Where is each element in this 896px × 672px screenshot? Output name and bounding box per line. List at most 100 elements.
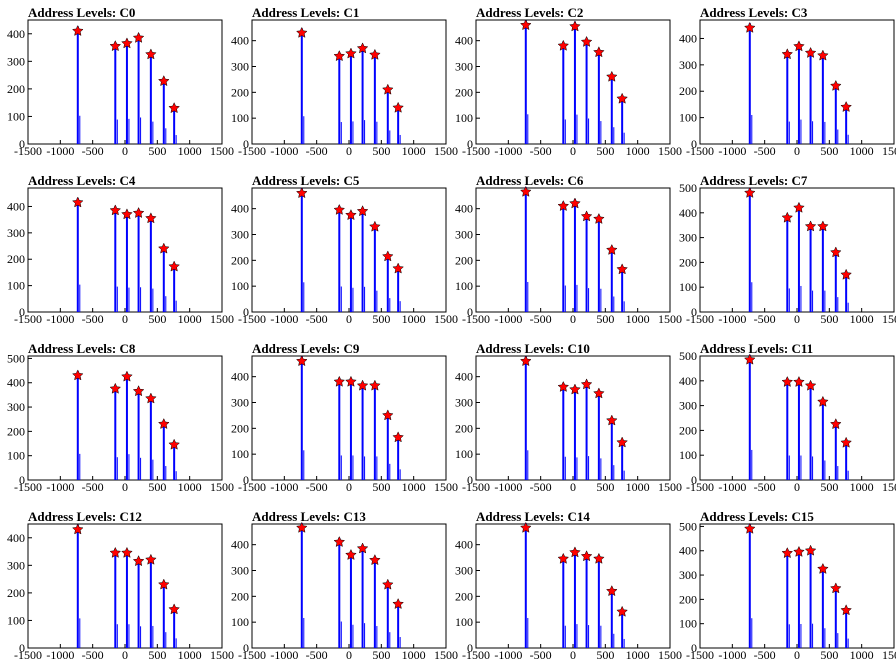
y-tick-label: 300	[455, 60, 473, 74]
x-tick-label: 1500	[658, 144, 682, 158]
x-tick-label: -500	[82, 480, 104, 494]
peak-star-marker	[132, 31, 145, 43]
peak-star-marker	[369, 554, 381, 566]
peak-star-marker	[345, 209, 357, 221]
peak-star-marker	[168, 102, 180, 114]
peak-star-marker	[743, 522, 756, 534]
peak-star-marker	[295, 521, 308, 533]
plot-frame	[27, 523, 223, 649]
peak-star-marker	[109, 40, 122, 52]
peak-star-marker	[356, 542, 369, 554]
panel-title: Address Levels: C0	[28, 5, 136, 20]
peak-star-marker	[781, 547, 794, 559]
peak-star-marker	[829, 79, 842, 91]
x-tick-label: 0	[122, 144, 128, 158]
peak-star-marker	[392, 101, 404, 113]
x-tick-label: -1500	[238, 648, 266, 662]
x-tick-label: 0	[794, 648, 800, 662]
peak-star-marker	[569, 20, 581, 32]
x-tick-label: -1000	[46, 144, 74, 158]
x-tick-label: 1500	[658, 480, 682, 494]
y-tick-label: 500	[679, 349, 697, 363]
peak-star-marker	[381, 83, 394, 95]
peak-star-marker	[109, 204, 122, 216]
y-tick-label: 200	[7, 82, 25, 96]
x-tick-label: -1000	[46, 480, 74, 494]
peak-star-marker	[580, 550, 593, 562]
y-tick-label: 400	[231, 202, 249, 216]
peak-star-marker	[616, 436, 628, 448]
peak-star-marker	[295, 355, 308, 367]
x-tick-label: 500	[148, 312, 166, 326]
peak-star-marker	[593, 212, 605, 224]
plot-frame	[475, 523, 671, 649]
peak-star-marker	[829, 582, 842, 594]
peak-star-marker	[345, 548, 357, 560]
x-tick-label: 1000	[402, 648, 426, 662]
peak-star-marker	[168, 260, 180, 272]
x-tick-label: 500	[372, 144, 390, 158]
peak-star-marker	[109, 546, 122, 558]
x-tick-label: 0	[346, 480, 352, 494]
panel-title: Address Levels: C2	[476, 5, 584, 20]
x-tick-label: 1500	[210, 144, 234, 158]
plot-frame	[475, 355, 671, 481]
peak-star-marker	[71, 24, 84, 36]
chart-plot: 0 100 200 300 400 -1500 -1000 -500 0 500 1000 1500	[231, 187, 458, 326]
peak-star-marker	[381, 578, 394, 590]
x-tick-label: -500	[754, 144, 776, 158]
x-tick-label: 0	[346, 312, 352, 326]
peak-star-marker	[132, 385, 145, 397]
y-tick-label: 400	[7, 376, 25, 390]
chart-plot: 0 100 200 300 400 500 -1500 -1000 -500 0 500 1000 15…	[679, 349, 896, 494]
x-tick-label: -1500	[686, 144, 714, 158]
x-tick-label: -1500	[14, 648, 42, 662]
plot-frame	[27, 187, 223, 313]
peak-star-marker	[605, 243, 618, 255]
x-tick-label: -500	[530, 480, 552, 494]
plot-frame	[475, 19, 671, 145]
y-tick-label: 300	[231, 396, 249, 410]
y-tick-label: 100	[7, 279, 25, 293]
peak-star-marker	[356, 205, 369, 217]
peak-star-marker	[580, 35, 593, 47]
y-tick-label: 300	[7, 54, 25, 68]
y-tick-label: 200	[679, 84, 697, 98]
x-tick-label: -1500	[686, 648, 714, 662]
x-tick-label: -500	[530, 144, 552, 158]
peak-star-marker	[829, 246, 842, 258]
y-tick-label: 200	[455, 589, 473, 603]
peak-star-marker	[333, 535, 346, 548]
plot-frame	[699, 523, 895, 649]
y-tick-label: 0	[467, 305, 473, 319]
x-tick-label: -1500	[462, 648, 490, 662]
peak-star-marker	[519, 521, 532, 533]
chart-plot: 0 100 200 300 400 -1500 -1000 -500 0 500 1000 1500	[455, 19, 682, 158]
peak-star-marker	[381, 250, 394, 262]
plot-frame	[699, 19, 895, 145]
panel-title: Address Levels: C3	[700, 5, 808, 20]
x-tick-label: 1000	[850, 480, 874, 494]
peak-star-marker	[557, 552, 570, 564]
plot-frame	[251, 187, 447, 313]
y-tick-label: 0	[691, 473, 697, 487]
chart-panel: 0 100 200 300 400 -1500 -1000 -500 0 500 1000 1500 A…	[224, 0, 458, 168]
y-tick-label: 100	[455, 447, 473, 461]
chart-panel: 0 100 200 300 400 -1500 -1000 -500 0 500 1000 1500 A…	[448, 504, 682, 672]
plot-frame	[251, 19, 447, 145]
x-tick-label: 1000	[626, 312, 650, 326]
x-tick-label: 0	[122, 480, 128, 494]
y-tick-label: 200	[7, 424, 25, 438]
peak-star-marker	[580, 210, 593, 222]
x-tick-label: 0	[346, 144, 352, 158]
y-tick-label: 0	[19, 137, 25, 151]
panel-title: Address Levels: C7	[700, 173, 808, 188]
x-tick-label: 1500	[434, 480, 458, 494]
x-tick-label: 500	[372, 312, 390, 326]
y-tick-label: 200	[231, 589, 249, 603]
x-tick-label: 1500	[434, 648, 458, 662]
peak-star-marker	[392, 597, 404, 610]
peak-star-marker	[569, 546, 581, 558]
chart-panel: 0 100 200 300 400 500 -1500 -1000 -500 0 500 1000 15…	[672, 504, 896, 672]
y-tick-label: 200	[7, 252, 25, 266]
